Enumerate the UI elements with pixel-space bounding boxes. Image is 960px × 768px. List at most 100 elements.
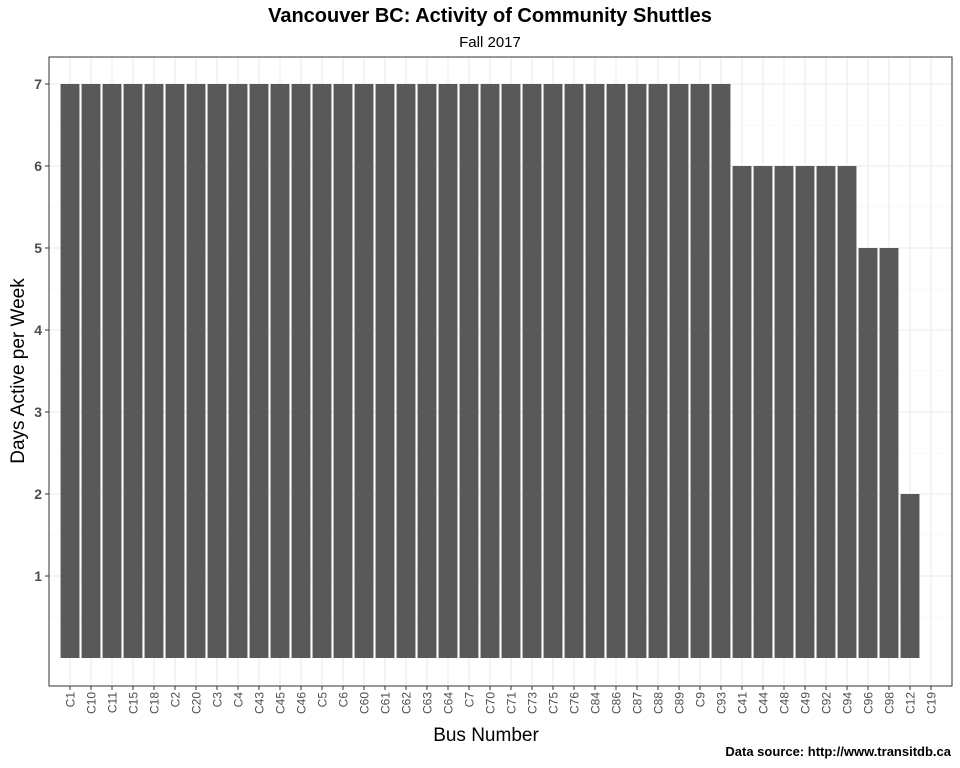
x-tick-label: C2: [169, 692, 183, 708]
x-tick-label: C63: [421, 692, 435, 714]
x-tick-label: C76: [568, 692, 582, 714]
bar-C75: [543, 84, 563, 658]
x-tick-label: C75: [547, 692, 561, 714]
x-tick-label: C19: [925, 692, 939, 714]
x-tick-label: C64: [442, 692, 456, 714]
bar-C46: [291, 84, 311, 658]
x-tick-label: C3: [211, 692, 225, 708]
bar-C87: [627, 84, 647, 658]
bar-C6: [333, 84, 353, 658]
x-tick-label: C48: [778, 692, 792, 714]
bar-C11: [102, 84, 122, 658]
x-tick-label: C18: [148, 692, 162, 714]
bar-C88: [648, 84, 668, 658]
x-tick-label: C61: [379, 692, 393, 714]
x-tick-label: C44: [757, 692, 771, 714]
x-tick-label: C93: [715, 692, 729, 714]
bar-C49: [795, 166, 815, 658]
x-tick-label: C4: [232, 692, 246, 708]
bar-C73: [522, 84, 542, 658]
x-axis-title: Bus Number: [433, 725, 539, 746]
x-tick-label: C15: [127, 692, 141, 714]
bar-C2: [165, 84, 185, 658]
x-tick-label: C98: [883, 692, 897, 714]
bar-C41: [732, 166, 752, 658]
x-tick-label: C9: [694, 692, 708, 708]
chart-subtitle: Fall 2017: [459, 34, 521, 51]
bars: [60, 84, 920, 658]
bar-C18: [144, 84, 164, 658]
x-tick-label: C94: [841, 692, 855, 714]
y-tick-label: 7: [34, 76, 42, 92]
x-tick-label: C71: [505, 692, 519, 714]
bar-C20: [186, 84, 206, 658]
x-axis-ticks: C1 C10 C11 C15 C18 C2 C20 C3 C4 C43 C45 C46 C5 C6 C60 C…: [64, 686, 939, 714]
chart-title: Vancouver BC: Activity of Community Shut…: [268, 5, 712, 27]
y-tick-label: 4: [34, 322, 42, 338]
bar-C5: [312, 84, 332, 658]
bar-C89: [669, 84, 689, 658]
x-tick-label: C86: [610, 692, 624, 714]
x-tick-label: C89: [673, 692, 687, 714]
bar-C9: [690, 84, 710, 658]
bar-C98: [879, 248, 899, 658]
bar-C45: [270, 84, 290, 658]
bar-C92: [816, 166, 836, 658]
bar-C63: [417, 84, 437, 658]
bar-C48: [774, 166, 794, 658]
bar-C7: [459, 84, 479, 658]
bar-C12: [900, 494, 920, 658]
y-tick-label: 6: [34, 158, 42, 174]
bar-C15: [123, 84, 143, 658]
x-tick-label: C12: [904, 692, 918, 714]
bar-C64: [438, 84, 458, 658]
x-tick-label: C88: [652, 692, 666, 714]
bar-C1: [60, 84, 80, 658]
x-tick-label: C10: [85, 692, 99, 714]
x-tick-label: C84: [589, 692, 603, 714]
plot-border: [48, 56, 953, 687]
bar-C44: [753, 166, 773, 658]
x-tick-label: C60: [358, 692, 372, 714]
bar-C84: [585, 84, 605, 658]
x-tick-label: C41: [736, 692, 750, 714]
y-tick-label: 1: [34, 568, 42, 584]
y-tick-label: 3: [34, 404, 42, 420]
y-tick-label: 5: [34, 240, 42, 256]
x-tick-label: C11: [106, 692, 120, 713]
x-tick-label: C73: [526, 692, 540, 714]
bar-C94: [837, 166, 857, 658]
x-tick-label: C46: [295, 692, 309, 714]
bar-C3: [207, 84, 227, 658]
bar-C61: [375, 84, 395, 658]
y-axis-ticks: 1 2 3 4 5 6 7: [34, 76, 49, 584]
y-tick-label: 2: [34, 486, 42, 502]
y-axis-title: Days Active per Week: [8, 278, 29, 464]
bar-C71: [501, 84, 521, 658]
x-tick-label: C43: [253, 692, 267, 714]
bar-C70: [480, 84, 500, 658]
x-tick-label: C62: [400, 692, 414, 714]
bar-C96: [858, 248, 878, 658]
bar-C4: [228, 84, 248, 658]
x-tick-label: C70: [484, 692, 498, 714]
x-tick-label: C49: [799, 692, 813, 714]
bar-C86: [606, 84, 626, 658]
x-tick-label: C20: [190, 692, 204, 714]
bar-C93: [711, 84, 731, 658]
x-tick-label: C6: [337, 692, 351, 708]
bar-C62: [396, 84, 416, 658]
x-tick-label: C92: [820, 692, 834, 714]
data-source-note: Data source: http://www.transitdb.ca: [725, 744, 951, 759]
x-tick-label: C5: [316, 692, 330, 708]
bar-C10: [81, 84, 101, 658]
x-tick-label: C96: [862, 692, 876, 714]
x-tick-label: C87: [631, 692, 645, 714]
bar-C60: [354, 84, 374, 658]
bar-C76: [564, 84, 584, 658]
x-tick-label: C1: [64, 692, 78, 708]
bar-C43: [249, 84, 269, 658]
x-tick-label: C45: [274, 692, 288, 714]
x-tick-label: C7: [463, 692, 477, 708]
